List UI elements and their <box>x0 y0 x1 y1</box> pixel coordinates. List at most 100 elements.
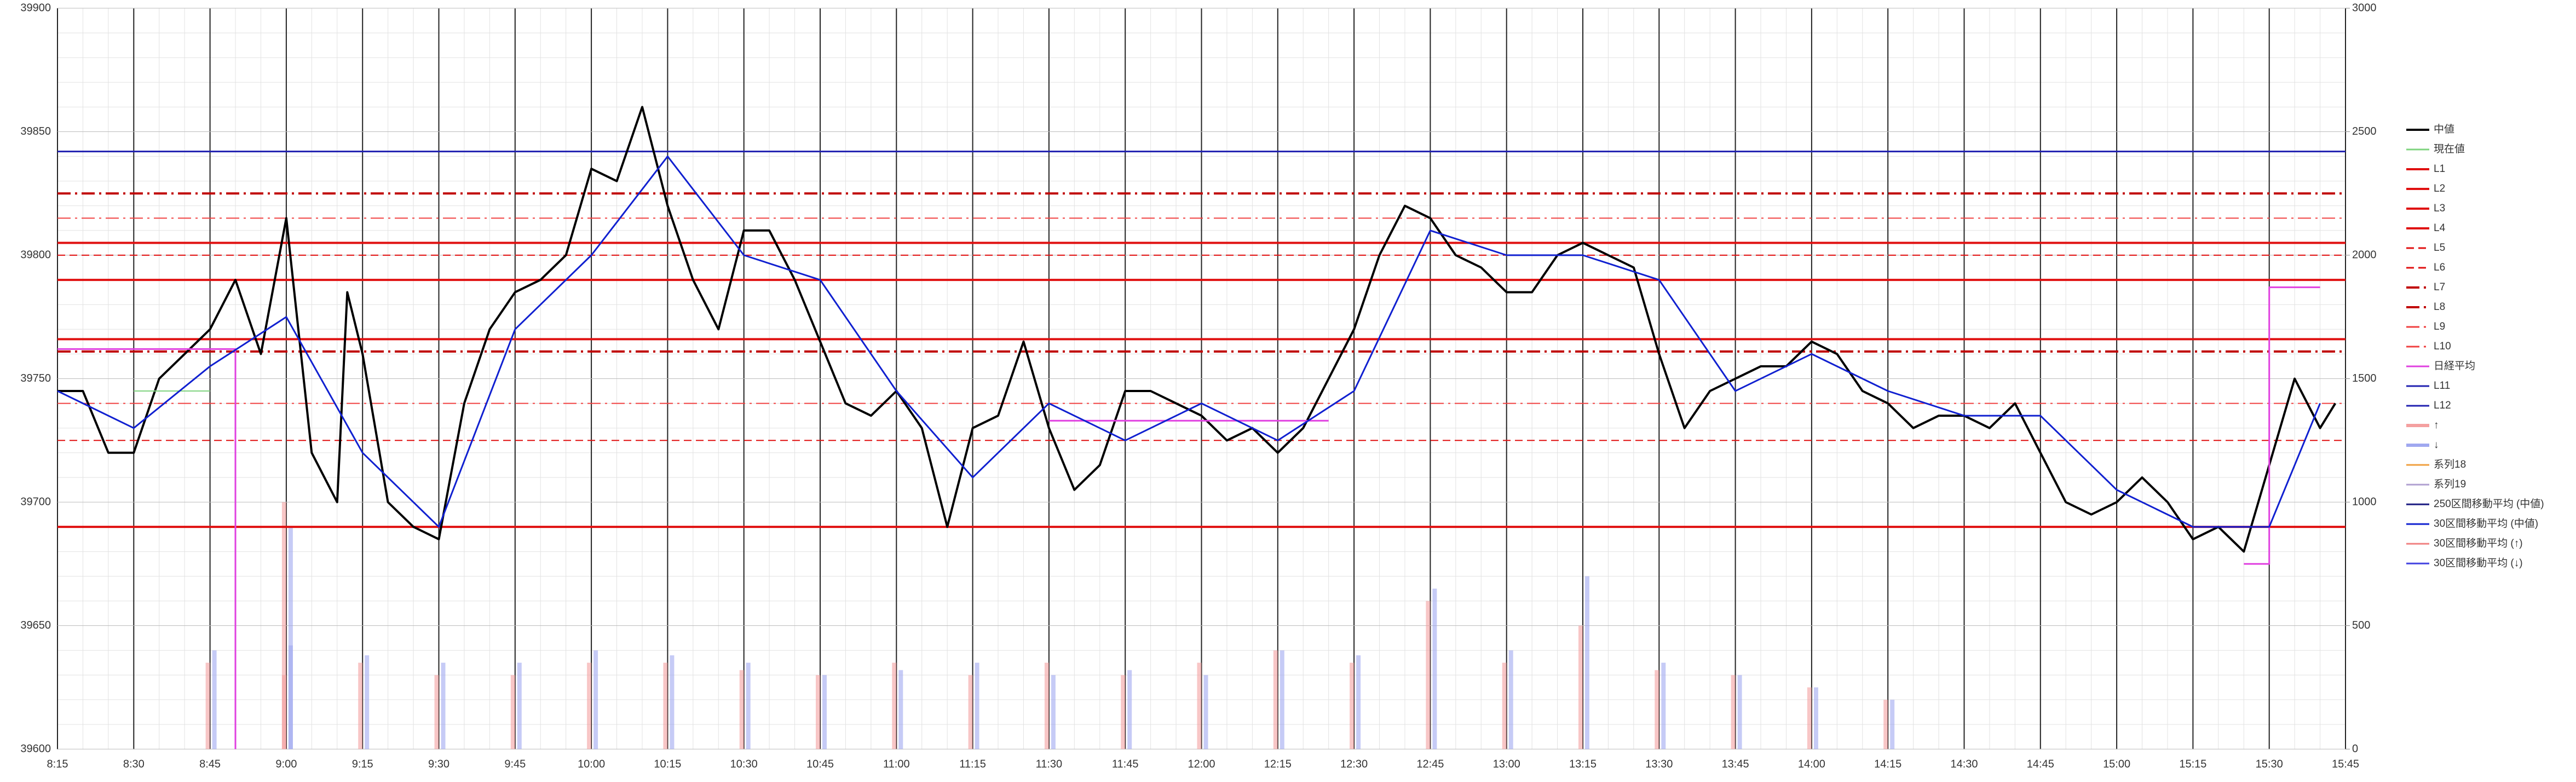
x-tick-label: 15:45 <box>2332 758 2359 770</box>
volume-bar <box>822 675 827 749</box>
y-tick-label: 39800 <box>20 249 51 261</box>
x-tick-label: 9:15 <box>352 758 373 770</box>
legend-label: 系列19 <box>2434 478 2466 490</box>
legend-label: 250区間移動平均 (中値) <box>2434 498 2544 510</box>
series-line <box>57 286 2320 749</box>
volume-bar <box>593 650 598 749</box>
volume-bar <box>1280 650 1284 749</box>
x-tick-label: 12:45 <box>1416 758 1444 770</box>
y-tick-label: 39650 <box>20 619 51 631</box>
volume-bar <box>1127 670 1132 749</box>
x-tick-label: 8:30 <box>123 758 145 770</box>
y2-tick-label: 2000 <box>2352 249 2377 261</box>
y2-tick-label: 1000 <box>2352 496 2377 508</box>
y-tick-label: 39700 <box>20 496 51 508</box>
volume-bar <box>1197 663 1202 749</box>
volume-bar <box>975 663 979 749</box>
volume-bar <box>1121 675 1126 749</box>
volume-bar <box>1273 650 1278 749</box>
x-tick-label: 13:15 <box>1569 758 1597 770</box>
legend-label: L8 <box>2434 301 2445 313</box>
x-tick-label: 10:00 <box>578 758 605 770</box>
x-tick-label: 14:30 <box>1950 758 1978 770</box>
legend-label: 系列18 <box>2434 458 2466 470</box>
volume-bar <box>1807 687 1812 749</box>
volume-bar <box>1203 675 1208 749</box>
x-tick-label: 9:30 <box>428 758 449 770</box>
volume-bar <box>587 663 592 749</box>
volume-bar <box>1661 663 1666 749</box>
volume-bar <box>1432 588 1437 749</box>
y-tick-label: 39600 <box>20 743 51 755</box>
y2-tick-label: 2500 <box>2352 125 2377 137</box>
x-tick-label: 14:45 <box>2027 758 2054 770</box>
x-tick-label: 9:00 <box>275 758 297 770</box>
volume-bar <box>281 502 286 749</box>
x-tick-label: 13:30 <box>1645 758 1673 770</box>
legend-label: ↑ <box>2434 419 2439 431</box>
volume-bar <box>670 655 675 749</box>
x-tick-label: 10:15 <box>654 758 681 770</box>
x-tick-label: 11:45 <box>1112 758 1139 770</box>
legend-label: L7 <box>2434 281 2445 293</box>
volume-bar <box>892 663 897 749</box>
legend-label: L2 <box>2434 183 2445 194</box>
legend-label: L5 <box>2434 242 2445 254</box>
volume-bar <box>1655 670 1659 749</box>
x-tick-label: 8:45 <box>199 758 221 770</box>
y2-tick-label: 500 <box>2352 619 2370 631</box>
legend-label: 30区間移動平均 (↑) <box>2434 537 2523 549</box>
volume-bar <box>1356 655 1361 749</box>
volume-bar <box>739 670 744 749</box>
volume-bar <box>1508 650 1513 749</box>
volume-bar <box>663 663 668 749</box>
volume-bar <box>358 663 363 749</box>
legend-label: L9 <box>2434 321 2445 332</box>
volume-bar <box>434 675 439 749</box>
legend-label: L3 <box>2434 203 2445 214</box>
x-tick-label: 14:15 <box>1874 758 1901 770</box>
x-tick-label: 15:00 <box>2103 758 2130 770</box>
legend-label: ↓ <box>2434 439 2439 451</box>
volume-bar <box>517 663 522 749</box>
y-tick-label: 39900 <box>20 2 51 14</box>
volume-bar <box>205 663 210 749</box>
volume-bar <box>746 663 751 749</box>
volume-bar <box>968 675 973 749</box>
volume-bar <box>1350 663 1355 749</box>
volume-bar <box>1044 663 1049 749</box>
y2-tick-label: 3000 <box>2352 2 2377 14</box>
volume-bar <box>1585 576 1589 749</box>
volume-bar <box>898 670 903 749</box>
y-tick-label: 39850 <box>20 125 51 137</box>
legend-label: L1 <box>2434 163 2445 175</box>
x-tick-label: 9:45 <box>504 758 526 770</box>
y2-tick-label: 1500 <box>2352 372 2377 384</box>
volume-bar <box>1502 663 1507 749</box>
x-tick-label: 12:30 <box>1340 758 1368 770</box>
legend-label: L4 <box>2434 222 2446 234</box>
volume-bar <box>212 650 217 749</box>
volume-bar <box>288 527 293 749</box>
volume-bar <box>441 663 446 749</box>
volume-bar <box>1883 699 1888 749</box>
legend-label: L12 <box>2434 400 2451 411</box>
x-tick-label: 15:30 <box>2256 758 2283 770</box>
x-tick-label: 10:45 <box>806 758 834 770</box>
x-tick-label: 12:15 <box>1264 758 1292 770</box>
legend-label: 30区間移動平均 (↓) <box>2434 557 2523 569</box>
x-tick-label: 8:15 <box>47 758 68 770</box>
volume-bar <box>365 655 370 749</box>
volume-bar <box>510 675 515 749</box>
volume-bar <box>816 675 820 749</box>
x-tick-label: 11:30 <box>1036 758 1063 770</box>
series-line <box>57 156 2321 528</box>
legend-label: L10 <box>2434 341 2451 352</box>
legend-label: 中値 <box>2434 123 2454 135</box>
volume-bar <box>1578 625 1583 749</box>
x-tick-label: 14:00 <box>1798 758 1825 770</box>
legend-label: 現在値 <box>2434 143 2465 155</box>
legend-label: L11 <box>2434 380 2450 392</box>
legend-label: 日経平均 <box>2434 360 2475 372</box>
